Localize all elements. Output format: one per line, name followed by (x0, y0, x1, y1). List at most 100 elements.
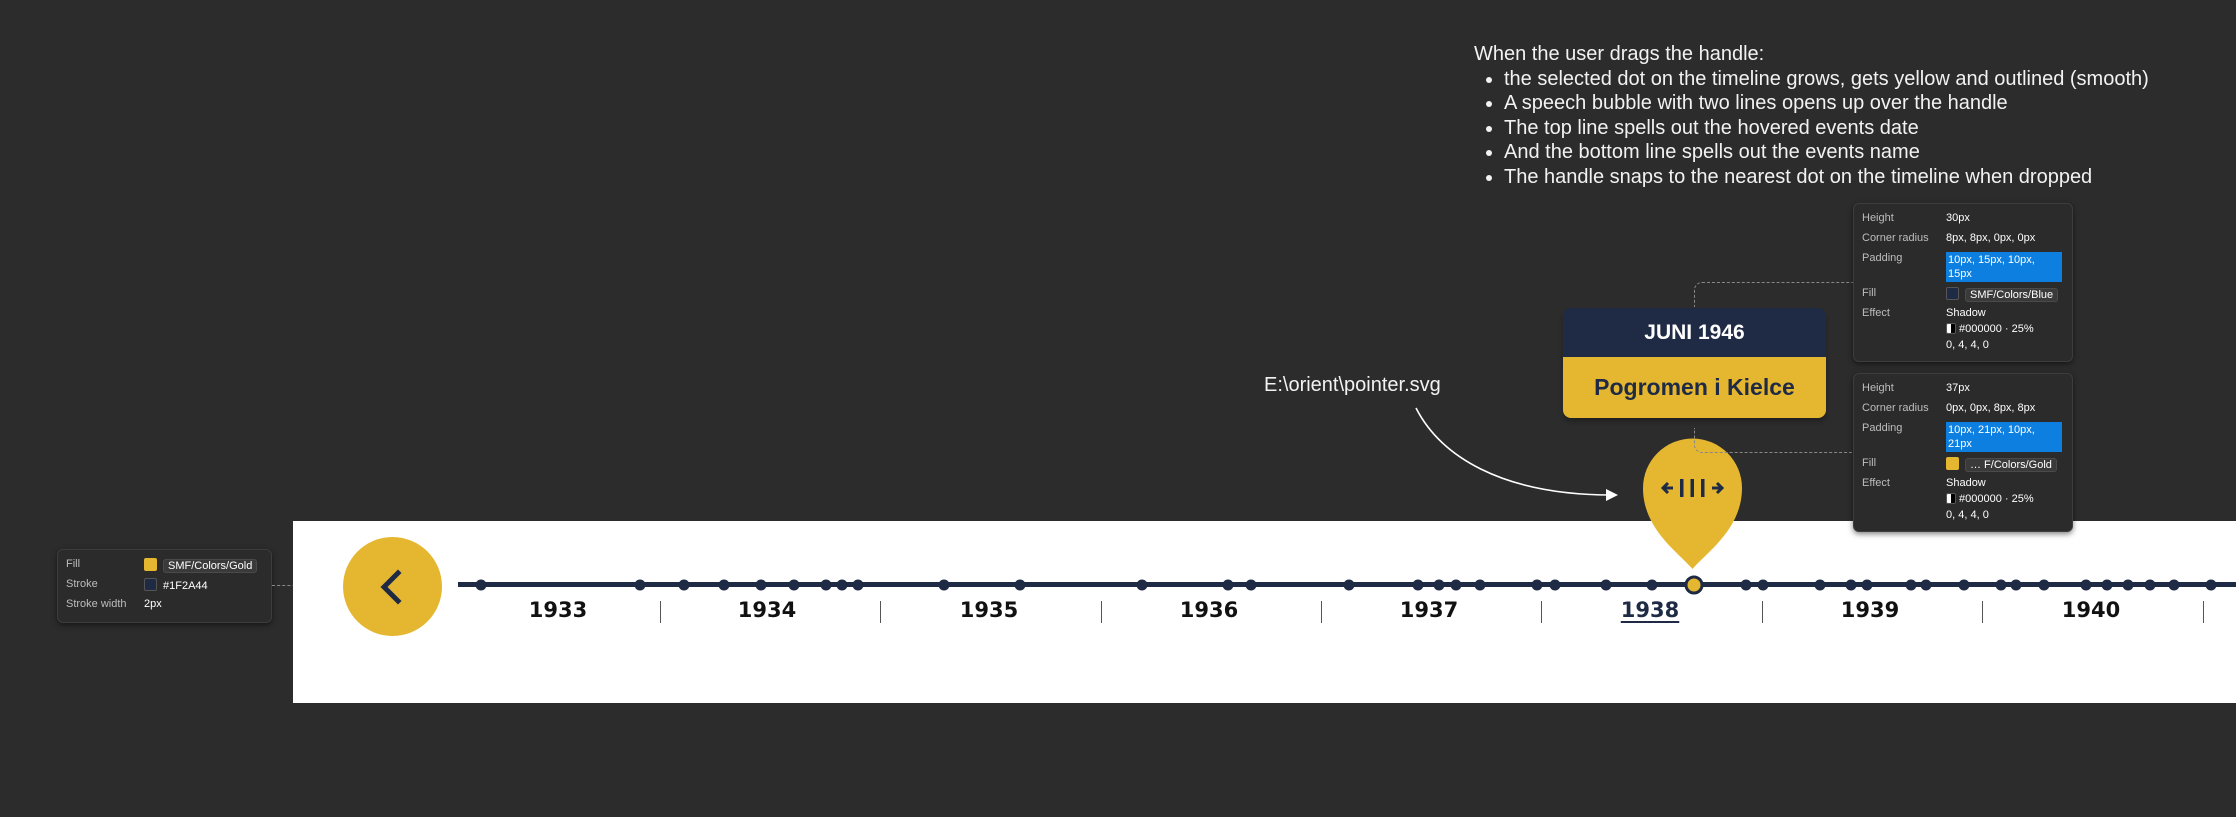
timeline-strip (293, 521, 2236, 703)
blue-swatch (1946, 287, 1959, 300)
spec-label: Corner radius (1862, 402, 1929, 414)
spec-value: #000000 · 25% (1959, 493, 2034, 505)
bubble-event-name: Pogromen i Kielce (1563, 357, 1826, 418)
timeline-dot[interactable] (1845, 579, 1857, 590)
year-separator (660, 601, 661, 623)
year-label[interactable]: 1939 (1840, 598, 1900, 622)
timeline-dot[interactable] (1136, 579, 1148, 590)
spec-value: #000000 · 25% (1959, 323, 2034, 335)
spec-label: Fill (1862, 457, 1877, 469)
notes-item: the selected dot on the timeline grows, … (1504, 67, 2149, 92)
handle-spec-panel: Fill SMF/Colors/Gold Stroke #1F2A44 Stro… (57, 549, 272, 623)
year-label[interactable]: 1937 (1399, 598, 1459, 622)
timeline-dot[interactable] (788, 579, 800, 590)
pointer-file-path: E:\orient\pointer.svg (1264, 374, 1441, 396)
timeline-dot[interactable] (634, 579, 646, 590)
timeline-dot[interactable] (1014, 579, 1026, 590)
year-label[interactable]: 1936 (1179, 598, 1239, 622)
back-button[interactable] (343, 537, 442, 636)
timeline-dot[interactable] (2205, 579, 2217, 590)
spec-label: Stroke (66, 578, 98, 590)
timeline-dot[interactable] (1740, 579, 1752, 590)
spec-value-selected[interactable]: 10px, 15px, 10px, 15px (1946, 252, 2062, 282)
drag-handle-arrows-icon (1660, 479, 1725, 497)
spec-value: 37px (1946, 382, 1970, 394)
timeline-dot[interactable] (2168, 579, 2180, 590)
timeline-dot[interactable] (1958, 579, 1970, 590)
timeline-dot[interactable] (1343, 579, 1355, 590)
spec-label: Fill (66, 558, 81, 570)
timeline-dot[interactable] (678, 579, 690, 590)
timeline-dot[interactable] (1861, 579, 1873, 590)
timeline-dot[interactable] (836, 579, 848, 590)
timeline-dot-selected[interactable] (1684, 575, 1704, 595)
timeline-dot[interactable] (1412, 579, 1424, 590)
timeline-dot[interactable] (1450, 579, 1462, 590)
year-label[interactable]: 1934 (737, 598, 797, 622)
timeline-dot[interactable] (1905, 579, 1917, 590)
bubble-date: JUNI 1946 (1563, 308, 1826, 357)
timeline-dot[interactable] (1245, 579, 1257, 590)
timeline-dot[interactable] (1549, 579, 1561, 590)
spec-value: 8px, 8px, 0px, 0px (1946, 232, 2036, 244)
spec-value: 0, 4, 4, 0 (1946, 339, 1989, 351)
notes-intro: When the user drags the handle: (1474, 43, 1765, 65)
notes-item: And the bottom line spells out the event… (1504, 140, 2149, 165)
spec-value: 30px (1946, 212, 1970, 224)
timeline-handle[interactable] (1640, 434, 1745, 570)
timeline-dot[interactable] (1474, 579, 1486, 590)
year-separator (1982, 601, 1983, 623)
spec-label: Effect (1862, 477, 1890, 489)
timeline-dot[interactable] (1814, 579, 1826, 590)
design-notes: When the user drags the handle: the sele… (1474, 42, 2149, 189)
timeline-dot[interactable] (852, 579, 864, 590)
timeline-dot[interactable] (755, 579, 767, 590)
notes-list: the selected dot on the timeline grows, … (1474, 67, 2149, 190)
timeline-dot[interactable] (2038, 579, 2050, 590)
timeline-dot[interactable] (1531, 579, 1543, 590)
year-separator (1762, 601, 1763, 623)
timeline-dot[interactable] (2080, 579, 2092, 590)
spec-label: Padding (1862, 422, 1903, 434)
spec-value: … F/Colors/Gold (1965, 458, 2057, 472)
timeline-dot[interactable] (2101, 579, 2113, 590)
year-label[interactable]: 1935 (959, 598, 1019, 622)
timeline-dot[interactable] (1757, 579, 1769, 590)
timeline-dot[interactable] (2010, 579, 2022, 590)
spec-label: Height (1862, 382, 1894, 394)
shadow-swatch (1946, 323, 1956, 334)
timeline-dot[interactable] (938, 579, 950, 590)
timeline-dot[interactable] (820, 579, 832, 590)
timeline-dot[interactable] (475, 579, 487, 590)
timeline-dot[interactable] (2122, 579, 2134, 590)
year-label[interactable]: 1938 (1620, 598, 1680, 622)
timeline-dot[interactable] (2144, 579, 2156, 590)
timeline-dot[interactable] (718, 579, 730, 590)
year-label[interactable]: 1933 (528, 598, 588, 622)
spec-label: Fill (1862, 287, 1877, 299)
timeline-dot[interactable] (1222, 579, 1234, 590)
timeline-dot[interactable] (1646, 579, 1658, 590)
spec-value: SMF/Colors/Blue (1965, 288, 2059, 302)
year-label[interactable]: 1940 (2061, 598, 2121, 622)
timeline-dot[interactable] (1433, 579, 1445, 590)
timeline-dot[interactable] (1600, 579, 1612, 590)
year-separator (2203, 601, 2204, 623)
gold-swatch (1946, 457, 1959, 470)
blue-swatch (144, 578, 157, 591)
timeline-dot[interactable] (1920, 579, 1932, 590)
panel-connector (1694, 282, 1855, 307)
bubble-top-spec-panel: Height 30px Corner radius 8px, 8px, 0px, 0… (1853, 203, 2073, 362)
spec-value: SMF/Colors/Gold (163, 559, 258, 573)
panel-connector (1694, 428, 1855, 453)
gold-swatch (144, 558, 157, 571)
year-separator (880, 601, 881, 623)
timeline-dot[interactable] (1995, 579, 2007, 590)
spec-value: 2px (144, 598, 162, 610)
notes-item: The handle snaps to the nearest dot on t… (1504, 165, 2149, 190)
year-separator (1321, 601, 1322, 623)
spec-label: Padding (1862, 252, 1903, 264)
spec-value-selected[interactable]: 10px, 21px, 10px, 21px (1946, 422, 2062, 452)
bubble-bottom-spec-panel: Height 37px Corner radius 0px, 0px, 8px, 8… (1853, 373, 2073, 532)
